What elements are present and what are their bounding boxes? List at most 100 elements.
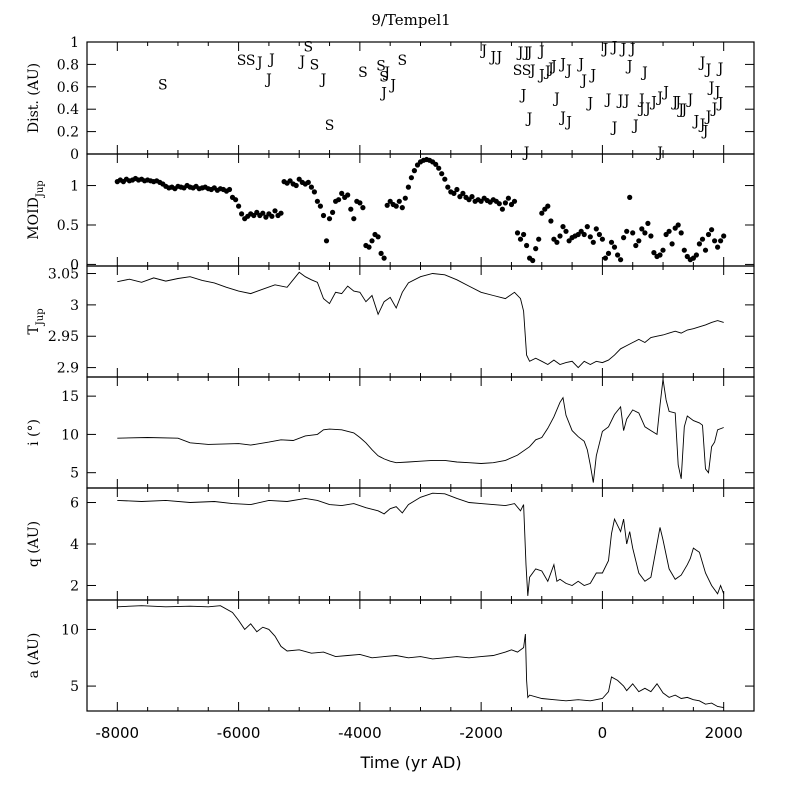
data-marker: J bbox=[713, 84, 721, 100]
series-line-incl bbox=[117, 379, 724, 483]
data-point bbox=[702, 247, 709, 253]
data-point bbox=[320, 212, 327, 219]
data-point bbox=[721, 233, 727, 239]
data-marker: J bbox=[643, 101, 651, 117]
data-marker: J bbox=[488, 50, 496, 66]
y-axis-label: i (°) bbox=[26, 419, 42, 446]
data-point bbox=[678, 230, 684, 236]
data-point bbox=[511, 198, 518, 204]
data-point bbox=[596, 231, 603, 238]
data-point bbox=[712, 238, 718, 244]
data-marker: J bbox=[522, 145, 530, 161]
data-point bbox=[521, 231, 527, 238]
series-line-tjup bbox=[117, 271, 724, 369]
data-point bbox=[336, 197, 342, 203]
data-point bbox=[545, 203, 551, 209]
data-point bbox=[554, 239, 560, 245]
x-axis-label: Time (yr AD) bbox=[359, 753, 461, 772]
x-tick-label: 0 bbox=[598, 724, 608, 742]
y-tick-label: 0.6 bbox=[57, 80, 79, 96]
data-point bbox=[630, 230, 636, 236]
y-axis-label: MOIDJup bbox=[26, 180, 46, 239]
data-point bbox=[651, 250, 657, 256]
y-axis-label: TJup bbox=[26, 308, 46, 334]
data-marker: J bbox=[543, 64, 551, 80]
data-point bbox=[469, 194, 475, 200]
data-marker: J bbox=[382, 65, 390, 81]
data-marker: J bbox=[637, 92, 645, 108]
data-marker: J bbox=[616, 93, 624, 109]
data-point bbox=[499, 206, 505, 212]
data-marker: J bbox=[676, 102, 684, 118]
y-axis-label: a (AU) bbox=[26, 633, 42, 679]
data-marker: S bbox=[513, 63, 523, 79]
y-tick-label: 4 bbox=[70, 537, 79, 553]
data-point bbox=[393, 203, 399, 209]
data-point bbox=[460, 190, 466, 196]
data-marker: J bbox=[655, 90, 663, 106]
data-point bbox=[296, 176, 302, 182]
data-point bbox=[517, 236, 524, 242]
x-tick-label: -2000 bbox=[459, 724, 503, 742]
data-marker: J bbox=[679, 102, 687, 118]
data-marker: S bbox=[246, 53, 256, 69]
data-point bbox=[502, 200, 508, 206]
data-marker: J bbox=[661, 84, 669, 100]
data-point bbox=[405, 184, 411, 190]
data-point bbox=[608, 239, 615, 245]
data-marker: J bbox=[528, 63, 536, 79]
data-point bbox=[399, 205, 405, 211]
data-point bbox=[351, 216, 357, 222]
data-point bbox=[560, 224, 566, 230]
panel-frame bbox=[86, 153, 755, 267]
y-tick-label: 10 bbox=[61, 622, 79, 638]
data-point bbox=[451, 190, 457, 196]
data-marker: J bbox=[516, 45, 524, 61]
data-marker: J bbox=[704, 62, 712, 78]
x-tick-label: -8000 bbox=[96, 724, 140, 742]
data-point bbox=[611, 244, 618, 250]
data-point bbox=[269, 213, 275, 219]
data-point bbox=[642, 230, 648, 236]
data-marker: J bbox=[564, 63, 572, 79]
data-marker: J bbox=[637, 101, 645, 117]
data-point bbox=[539, 210, 545, 216]
data-marker: S bbox=[325, 118, 335, 134]
data-point bbox=[618, 257, 624, 263]
data-marker: S bbox=[522, 63, 532, 79]
data-marker: J bbox=[388, 78, 396, 94]
data-point bbox=[311, 189, 317, 195]
data-marker: J bbox=[297, 54, 305, 70]
data-marker: J bbox=[579, 73, 587, 89]
data-point bbox=[639, 226, 645, 232]
data-point bbox=[584, 224, 590, 230]
data-point bbox=[323, 238, 330, 244]
data-marker: J bbox=[710, 101, 718, 117]
y-tick-label: 0.2 bbox=[57, 125, 79, 141]
y-tick-label: 5 bbox=[70, 679, 79, 695]
data-point bbox=[587, 234, 593, 240]
y-tick-label: 0.5 bbox=[57, 218, 79, 234]
data-point bbox=[557, 233, 563, 239]
data-marker: J bbox=[685, 92, 693, 108]
data-point bbox=[445, 184, 451, 190]
data-point bbox=[581, 231, 587, 238]
data-marker: S bbox=[358, 65, 368, 81]
y-tick-label: 0 bbox=[70, 257, 79, 273]
data-point bbox=[709, 227, 715, 233]
data-marker: S bbox=[158, 78, 168, 94]
panel-frame bbox=[86, 599, 755, 712]
data-marker: J bbox=[610, 40, 618, 56]
data-point bbox=[514, 230, 521, 236]
data-point bbox=[548, 218, 554, 224]
y-tick-label: 0.8 bbox=[57, 57, 79, 73]
data-point bbox=[715, 244, 721, 250]
data-point bbox=[533, 246, 539, 252]
data-marker: J bbox=[716, 96, 724, 112]
data-marker: J bbox=[549, 59, 557, 75]
data-point bbox=[505, 195, 511, 201]
data-point bbox=[293, 182, 299, 189]
data-point bbox=[402, 195, 408, 201]
y-tick-label: 2.95 bbox=[48, 329, 79, 345]
